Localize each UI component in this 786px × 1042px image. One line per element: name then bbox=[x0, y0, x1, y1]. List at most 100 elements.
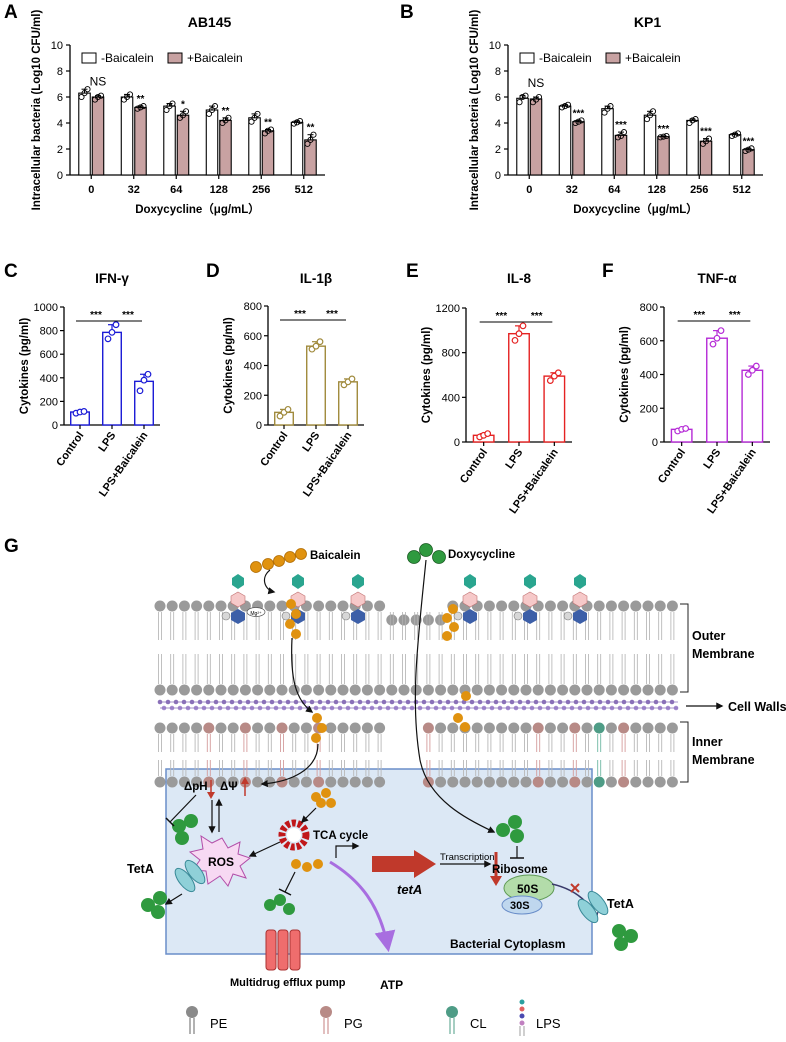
y-tick-label: 400 bbox=[640, 370, 658, 382]
lipid-head-bottom bbox=[313, 684, 325, 696]
lipid-head-bottom bbox=[386, 684, 398, 696]
lipid-head-bottom bbox=[459, 776, 471, 788]
lipid-head-bottom bbox=[569, 684, 581, 696]
lipid-head-top bbox=[227, 722, 239, 734]
data-point bbox=[112, 321, 120, 329]
delta-psi-up-head bbox=[241, 777, 249, 784]
lipid-head-top bbox=[203, 722, 215, 734]
lps-kdo bbox=[523, 609, 537, 624]
x-tick-label: 512 bbox=[733, 184, 751, 196]
x-tick-label: Control bbox=[258, 430, 290, 469]
lipid-head-bottom bbox=[605, 776, 617, 788]
lipid-head-top bbox=[642, 722, 654, 734]
delta-ph-down-head bbox=[207, 792, 215, 799]
lipid-head-top bbox=[520, 722, 532, 734]
lipid-head-top bbox=[569, 722, 581, 734]
legend-lps-label: LPS bbox=[536, 1016, 561, 1031]
teta-export-left-arrow bbox=[164, 893, 183, 905]
ribosome bbox=[501, 874, 555, 915]
data-point bbox=[254, 110, 261, 117]
lipid-head-bottom bbox=[508, 684, 520, 696]
lipid-head-bottom bbox=[374, 776, 386, 788]
data-point bbox=[578, 117, 585, 124]
lipid-head-top bbox=[276, 722, 288, 734]
data-point bbox=[519, 322, 527, 330]
data-point bbox=[601, 109, 608, 116]
data-point bbox=[182, 108, 190, 115]
bar bbox=[529, 98, 543, 176]
y-tick-label: 6 bbox=[495, 92, 501, 104]
legend-label: -Baicalein bbox=[101, 51, 154, 65]
lipid-head-bottom bbox=[154, 776, 166, 788]
lipid-head-top bbox=[654, 722, 666, 734]
lps-core-sugar bbox=[462, 591, 478, 608]
bar bbox=[601, 108, 614, 176]
lipid-head-top bbox=[557, 722, 569, 734]
bar bbox=[706, 337, 728, 443]
data-point bbox=[752, 362, 760, 370]
data-point bbox=[310, 131, 317, 138]
significance-label: *** bbox=[693, 310, 705, 321]
transcription-label: Transcription bbox=[440, 852, 495, 863]
lipid-head-top bbox=[264, 600, 276, 612]
lps-phosphate bbox=[453, 611, 463, 621]
data-point bbox=[745, 146, 752, 153]
teta-gene-label: tetA bbox=[397, 882, 422, 897]
data-point bbox=[144, 370, 152, 378]
lipid-head-top bbox=[215, 600, 227, 612]
lps-kdo bbox=[573, 609, 587, 624]
data-point bbox=[728, 132, 736, 140]
lipid-head-top bbox=[666, 722, 678, 734]
lipid-head-top bbox=[544, 600, 556, 612]
lps-core-sugar bbox=[350, 591, 366, 608]
x-tick-label: LPS bbox=[96, 430, 118, 454]
lipid-head-top bbox=[654, 600, 666, 612]
lipid-head-bottom bbox=[374, 684, 386, 696]
data-point bbox=[78, 93, 85, 101]
lipid-head-top bbox=[337, 722, 349, 734]
bar bbox=[572, 121, 585, 176]
legend-swatch bbox=[81, 52, 97, 64]
data-point bbox=[80, 408, 88, 415]
legend-cl: CL bbox=[446, 1006, 487, 1034]
significance-label: ** bbox=[222, 106, 230, 117]
data-point bbox=[564, 101, 572, 108]
data-point bbox=[267, 126, 275, 133]
lipid-head-bottom bbox=[483, 776, 495, 788]
bar bbox=[91, 96, 105, 176]
lipid-head-bottom bbox=[325, 684, 337, 696]
delta-ph-label: ΔpH bbox=[184, 781, 208, 793]
data-point bbox=[276, 412, 284, 420]
data-point bbox=[522, 92, 529, 99]
data-point bbox=[748, 145, 755, 152]
data-point bbox=[713, 334, 721, 342]
panel-label-a: A bbox=[4, 2, 18, 23]
lipid-head-bottom bbox=[203, 684, 215, 696]
data-point bbox=[304, 140, 311, 147]
tca-label: TCA cycle bbox=[313, 830, 368, 842]
data-point bbox=[307, 136, 314, 143]
bar bbox=[516, 97, 529, 176]
mg-ion bbox=[246, 607, 266, 617]
x-axis-label: Doxycycline（μg/mL） bbox=[135, 202, 260, 216]
bar bbox=[304, 139, 317, 176]
lipid-head-top bbox=[374, 600, 386, 612]
lipid-head-bottom bbox=[154, 684, 166, 696]
baicalein-in-membrane bbox=[285, 599, 471, 743]
tca-cycle-ring bbox=[278, 819, 310, 851]
baicalein-to-tca-arrow bbox=[300, 807, 317, 824]
multidrug-efflux-pump bbox=[265, 929, 301, 971]
inner-membrane-bracket bbox=[680, 721, 689, 783]
y-tick-label: 400 bbox=[244, 361, 262, 373]
data-point bbox=[296, 118, 304, 125]
significance-label: *** bbox=[531, 311, 543, 322]
significance-label: *** bbox=[700, 127, 712, 138]
lipid-head-bottom bbox=[618, 776, 630, 788]
data-point bbox=[748, 366, 756, 374]
lipid-head-bottom bbox=[300, 684, 312, 696]
ph-inhibits-dox-line bbox=[169, 794, 197, 823]
bar bbox=[163, 105, 176, 176]
bar bbox=[614, 134, 628, 176]
lipid-head-top bbox=[337, 600, 349, 612]
y-axis-label: Cytokines (pg/ml) bbox=[223, 317, 235, 414]
